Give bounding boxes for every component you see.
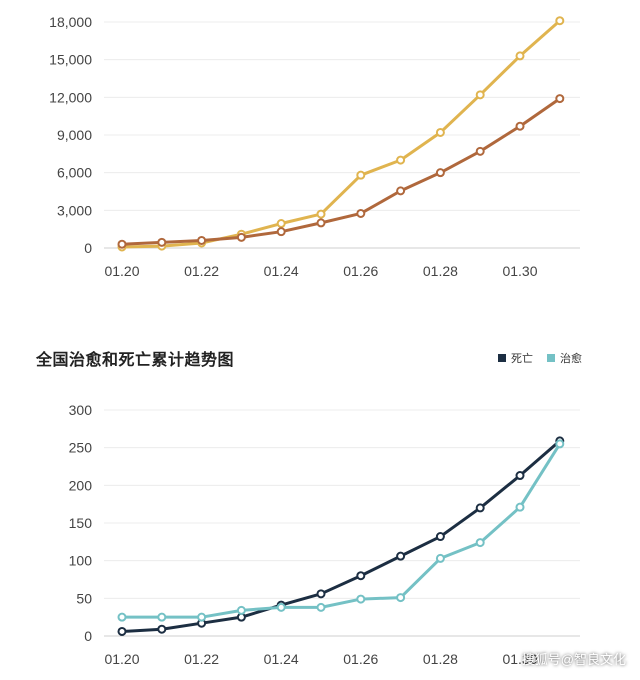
- data-point: [396, 155, 406, 165]
- data-point: [316, 209, 326, 219]
- data-point: [555, 16, 565, 26]
- data-point: [435, 127, 445, 137]
- data-point: [236, 232, 246, 242]
- data-point: [236, 605, 246, 615]
- data-point: [515, 51, 525, 61]
- data-point: [316, 602, 326, 612]
- data-point: [356, 208, 366, 218]
- x-tick-label: 01.26: [343, 263, 378, 279]
- legend-label: 治愈: [560, 353, 582, 365]
- x-tick-label: 01.30: [502, 651, 537, 667]
- y-tick-label: 9,000: [57, 127, 92, 143]
- x-tick-label: 01.24: [264, 651, 299, 667]
- series-line-0: [120, 19, 562, 249]
- data-point: [396, 186, 406, 196]
- data-point: [475, 538, 485, 548]
- y-tick-label: 50: [76, 590, 92, 606]
- bottom-chart-svg: 0 50 100 150 200 250 300 01.20 01.22 01.24 01.26 01…: [69, 402, 580, 667]
- data-point: [276, 602, 286, 612]
- y-tick-label: 200: [69, 477, 93, 493]
- legend-item: 治愈: [547, 350, 582, 366]
- top-chart-svg: 0 3,000 6,000 9,000 12,000 15,000 18,000 01.20 0…: [49, 14, 580, 279]
- data-point: [356, 170, 366, 180]
- y-tick-label: 0: [84, 628, 92, 644]
- legend-swatch: [498, 354, 506, 362]
- x-tick-label: 01.28: [423, 263, 458, 279]
- data-point: [515, 121, 525, 131]
- x-tick-label: 01.22: [184, 651, 219, 667]
- data-point: [515, 502, 525, 512]
- chart-legend: 死亡 治愈: [498, 350, 582, 366]
- data-point: [435, 168, 445, 178]
- x-tick-label: 01.24: [264, 263, 299, 279]
- x-tick-label: 01.30: [502, 263, 537, 279]
- x-tick-label: 01.26: [343, 651, 378, 667]
- bottom-line-chart: 全国治愈和死亡累计趋势图 死亡 治愈 0 50 100 150 200 250 300 01.2…: [0, 330, 640, 680]
- legend-item: 死亡: [498, 350, 533, 366]
- data-point: [356, 594, 366, 604]
- y-tick-label: 3,000: [57, 202, 92, 218]
- data-point: [435, 532, 445, 542]
- x-tick-label: 01.22: [184, 263, 219, 279]
- data-point: [356, 571, 366, 581]
- y-tick-label: 150: [69, 515, 93, 531]
- x-tick-label: 01.20: [104, 651, 139, 667]
- data-point: [396, 593, 406, 603]
- data-point: [475, 90, 485, 100]
- series-line-0: [120, 439, 562, 633]
- data-point: [515, 471, 525, 481]
- y-tick-label: 12,000: [49, 89, 92, 105]
- legend-label: 死亡: [511, 353, 533, 365]
- watermark-text: 搜狐号@智良文化: [521, 652, 626, 667]
- y-tick-label: 300: [69, 402, 93, 418]
- data-point: [197, 612, 207, 622]
- data-point: [396, 551, 406, 561]
- data-point: [117, 239, 127, 249]
- data-point: [316, 218, 326, 228]
- legend-swatch: [547, 354, 555, 362]
- data-point: [117, 612, 127, 622]
- y-tick-label: 18,000: [49, 14, 92, 30]
- y-tick-label: 0: [84, 240, 92, 256]
- y-tick-label: 15,000: [49, 52, 92, 68]
- y-tick-label: 6,000: [57, 165, 92, 181]
- data-point: [276, 219, 286, 229]
- data-point: [276, 227, 286, 237]
- y-tick-label: 250: [69, 440, 93, 456]
- series-line-1: [120, 97, 562, 246]
- chart-title: 全国治愈和死亡累计趋势图: [36, 352, 235, 369]
- series-line-1: [120, 442, 562, 619]
- data-point: [157, 237, 167, 247]
- data-point: [435, 553, 445, 563]
- data-point: [197, 235, 207, 245]
- x-tick-label: 01.28: [423, 651, 458, 667]
- data-point: [157, 624, 167, 634]
- data-point: [475, 503, 485, 513]
- data-point: [157, 612, 167, 622]
- y-tick-label: 100: [69, 553, 93, 569]
- data-point: [555, 439, 565, 449]
- top-line-chart: 0 3,000 6,000 9,000 12,000 15,000 18,000 01.20 0…: [0, 0, 640, 290]
- x-tick-label: 01.20: [104, 263, 139, 279]
- data-point: [117, 626, 127, 636]
- data-point: [316, 589, 326, 599]
- data-point: [475, 146, 485, 156]
- data-point: [555, 94, 565, 104]
